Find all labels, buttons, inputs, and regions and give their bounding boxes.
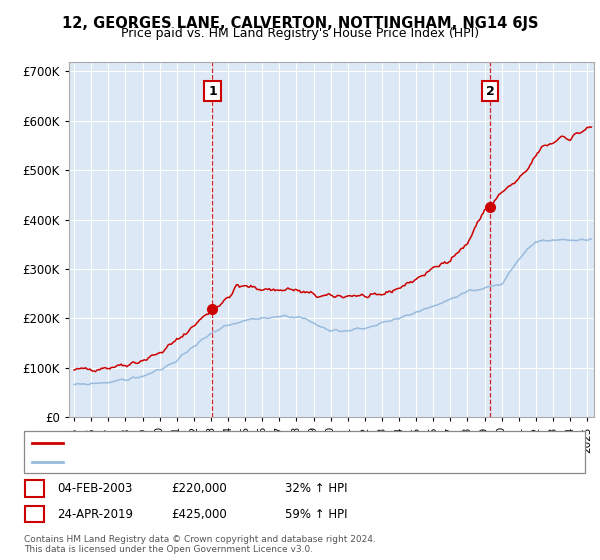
Text: 04-FEB-2003: 04-FEB-2003 (57, 482, 133, 495)
Text: 1: 1 (31, 482, 39, 495)
Text: 2: 2 (31, 507, 39, 521)
Text: £220,000: £220,000 (171, 482, 227, 495)
Text: £425,000: £425,000 (171, 507, 227, 521)
Text: 12, GEORGES LANE, CALVERTON, NOTTINGHAM, NG14 6JS (detached house): 12, GEORGES LANE, CALVERTON, NOTTINGHAM,… (69, 437, 467, 447)
Text: 2: 2 (485, 85, 494, 98)
Text: Price paid vs. HM Land Registry's House Price Index (HPI): Price paid vs. HM Land Registry's House … (121, 27, 479, 40)
Text: 12, GEORGES LANE, CALVERTON, NOTTINGHAM, NG14 6JS: 12, GEORGES LANE, CALVERTON, NOTTINGHAM,… (62, 16, 538, 31)
Text: Contains HM Land Registry data © Crown copyright and database right 2024.
This d: Contains HM Land Registry data © Crown c… (24, 535, 376, 554)
Text: HPI: Average price, detached house, Gedling: HPI: Average price, detached house, Gedl… (69, 457, 302, 467)
Text: 1: 1 (208, 85, 217, 98)
Text: 59% ↑ HPI: 59% ↑ HPI (285, 507, 347, 521)
Text: 24-APR-2019: 24-APR-2019 (57, 507, 133, 521)
Text: 32% ↑ HPI: 32% ↑ HPI (285, 482, 347, 495)
